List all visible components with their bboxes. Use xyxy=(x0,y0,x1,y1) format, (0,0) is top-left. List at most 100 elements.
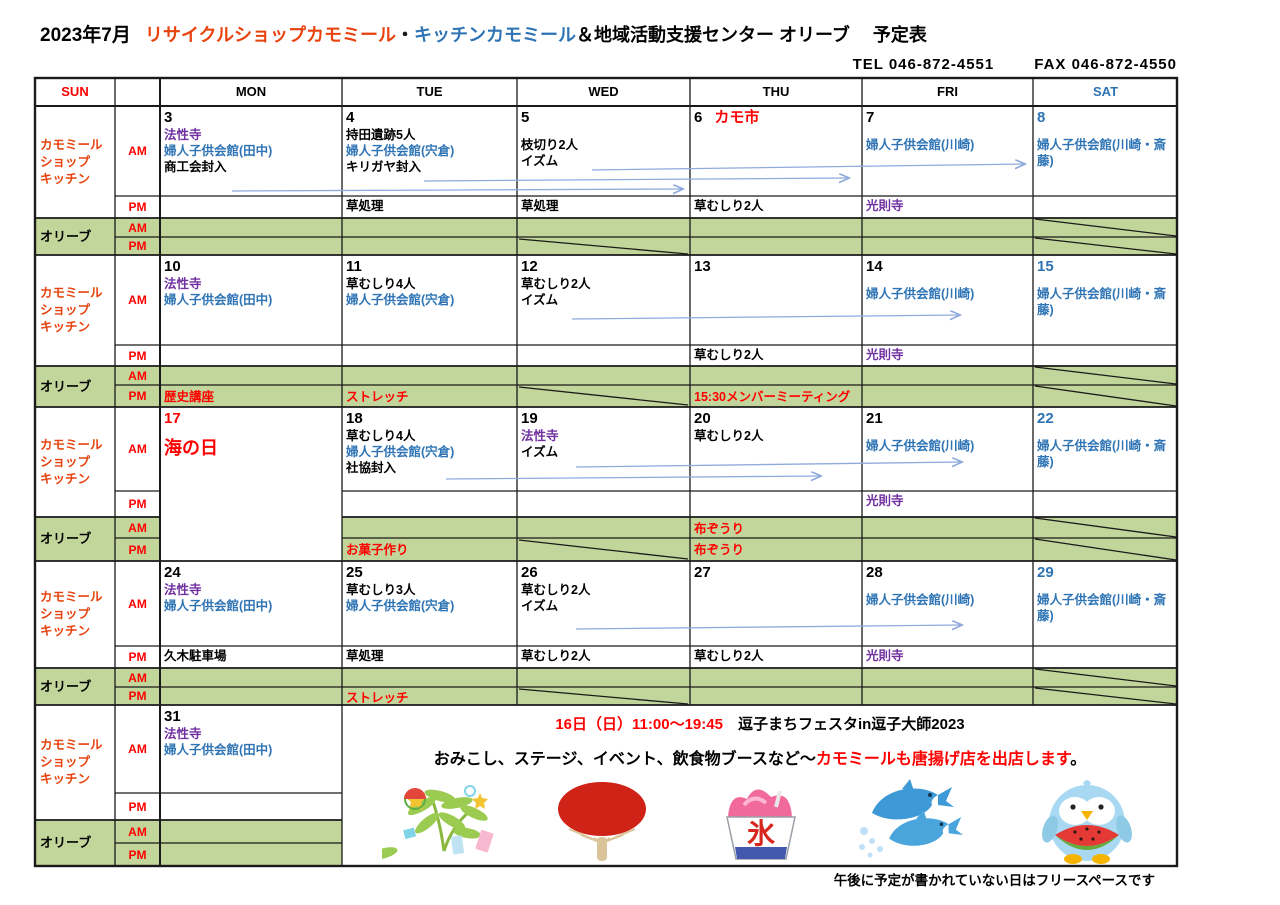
label-line: ショップ xyxy=(40,607,91,621)
header-thu: THU xyxy=(762,84,790,99)
cell-w1-wed-pm: 草処理 xyxy=(517,196,690,218)
date: 22 xyxy=(1037,410,1054,427)
title-separator: ・ xyxy=(395,25,414,45)
tel-number: TEL 046-872-4551 xyxy=(852,56,995,73)
tanabata-icon xyxy=(382,785,494,860)
am-label: AM xyxy=(128,670,147,685)
pm-label: PM xyxy=(128,689,147,703)
entry: 法性寺 xyxy=(164,727,202,741)
cell-w3-fri-pm: 光則寺 xyxy=(862,491,1033,517)
entry: 草処理 xyxy=(346,199,384,213)
entry: 枝切り2人 xyxy=(521,138,578,152)
am-label: AM xyxy=(128,520,147,535)
cell-w4-fri-pm: 光則寺 xyxy=(862,646,1033,668)
date: 20 xyxy=(694,410,711,427)
header-fri: FRI xyxy=(937,84,958,99)
entry: 社協封入 xyxy=(346,461,397,475)
page-title: 2023年7月 リサイクルショップカモミール・キッチンカモミール＆地域活動支援セン… xyxy=(40,20,927,47)
cell-w2-thu-am: 13 xyxy=(690,255,862,345)
svg-text:氷: 氷 xyxy=(747,817,776,850)
shaved-ice-icon: 氷 xyxy=(726,789,796,860)
header-ampm-col xyxy=(115,78,160,106)
entry: 草むしり2人 xyxy=(694,649,764,663)
date: 4 xyxy=(346,109,355,126)
date: 13 xyxy=(694,258,711,275)
announcement-line2: おみこし、ステージ、イベント、飲食物ブースなど～カモミールも唐揚げ店を出店します… xyxy=(342,745,1178,769)
cell-w4-fri-am: 28 婦人子供会館(川崎) xyxy=(862,561,1033,646)
pm-label: PM xyxy=(128,542,147,557)
entry: 婦人子供会館(川崎) xyxy=(866,287,975,301)
date: 7 xyxy=(866,109,875,126)
am-label: AM xyxy=(128,596,147,611)
row-label-olive: オリーブ xyxy=(40,678,92,694)
entry: 婦人子供会館(川崎・斎藤) xyxy=(1037,593,1167,623)
olive-activity: 布ぞうり xyxy=(694,543,745,557)
entry: 草むしり4人 xyxy=(346,277,416,291)
cell-w3-mon-holiday: 17 海の日 xyxy=(160,407,342,561)
date: 5 xyxy=(521,109,530,126)
cell-w3-fri-am: 21 婦人子供会館(川崎) xyxy=(862,407,1033,491)
am-label: AM xyxy=(128,293,147,307)
entry: 婦人子供会館(川崎) xyxy=(866,593,975,607)
header-mon: MON xyxy=(235,84,267,99)
label-line: キッチン xyxy=(40,320,91,334)
entry: 光則寺 xyxy=(866,348,904,362)
entry: イズム xyxy=(521,599,559,613)
cell-w2-thu-pm: 草むしり2人 xyxy=(690,345,862,366)
row-label-olive: オリーブ xyxy=(40,835,92,850)
date: 29 xyxy=(1037,564,1054,581)
olive-activity: お菓子作り xyxy=(346,543,409,557)
holiday-name: 海の日 xyxy=(164,438,218,458)
row-label-olive: オリーブ xyxy=(40,378,92,394)
row-label-chamomile: カモミール ショップ キッチン xyxy=(35,561,115,668)
entry: 草処理 xyxy=(521,199,559,213)
date: 25 xyxy=(346,564,363,581)
footer-note: 午後に予定が書かれていない日はフリースペースです xyxy=(833,873,1155,888)
entry: 光則寺 xyxy=(866,649,904,663)
entry: 久木駐車場 xyxy=(164,649,227,663)
am-label: AM xyxy=(128,144,147,158)
entry: 婦人子供会館(川崎) xyxy=(866,138,975,152)
olive-row-band-4 xyxy=(35,668,1178,705)
header-sat: SAT xyxy=(1092,84,1119,99)
entry: 法性寺 xyxy=(164,583,202,597)
cell-w1-thu-am: 6 カモ市 xyxy=(690,106,862,196)
date: 8 xyxy=(1037,109,1046,126)
entry: イズム xyxy=(521,154,559,168)
label-line: キッチン xyxy=(40,471,91,486)
cell-o3-thu-pm: 布ぞうり xyxy=(690,540,862,560)
cell-w2-fri-pm: 光則寺 xyxy=(862,345,1033,366)
am-label: AM xyxy=(128,824,147,839)
cell-w2-mon-am: 10 法性寺 婦人子供会館(田中) xyxy=(160,255,342,345)
cell-w1-thu-pm: 草むしり2人 xyxy=(690,196,862,218)
entry: 光則寺 xyxy=(866,199,904,213)
title-suffix: ＆地域活動支援センター オリーブ 予定表 xyxy=(575,25,927,45)
cell-o2-tue-pm: ストレッチ xyxy=(342,387,517,407)
cell-w1-sat-am: 8 婦人子供会館(川崎・斎藤) xyxy=(1033,106,1178,196)
entry: 光則寺 xyxy=(866,494,904,508)
entry: 草むしり2人 xyxy=(694,348,764,362)
cell-w4-thu-pm: 草むしり2人 xyxy=(690,646,862,668)
entry: 持田遺跡5人 xyxy=(346,128,416,142)
olive-activity: 歴史講座 xyxy=(164,390,215,404)
fax-number: FAX 046-872-4550 xyxy=(1034,56,1177,73)
row-label-chamomile: カモミール ショップ キッチン xyxy=(35,255,115,366)
label-line: ショップ xyxy=(40,454,91,469)
date: 12 xyxy=(521,258,538,275)
entry: 婦人子供会館(川崎・斎藤) xyxy=(1037,439,1167,469)
date: 24 xyxy=(164,564,181,581)
am-label: AM xyxy=(128,742,147,756)
pm-label: PM xyxy=(128,847,147,862)
cell-w4-thu-am: 27 xyxy=(690,561,862,646)
cell-w5-mon-am: 31 法性寺 婦人子供会館(田中) xyxy=(160,705,342,793)
olive-activity: 布ぞうり xyxy=(694,522,745,536)
announcement-line1: 16日（日）11:00～19:45 逗子まちフェスタin逗子大師2023 xyxy=(342,713,1178,734)
cell-w1-fri-am: 7 婦人子供会館(川崎) xyxy=(862,106,1033,196)
entry: 婦人子供会館(宍倉) xyxy=(346,293,455,307)
entry: 法性寺 xyxy=(164,277,202,291)
entry: 婦人子供会館(宍倉) xyxy=(346,144,455,158)
festival-period: 。 xyxy=(1070,751,1087,768)
cell-w2-tue-am: 11 草むしり4人 婦人子供会館(宍倉) xyxy=(342,255,517,345)
header-tue: TUE xyxy=(416,84,443,99)
label-line: キッチン xyxy=(40,624,91,638)
